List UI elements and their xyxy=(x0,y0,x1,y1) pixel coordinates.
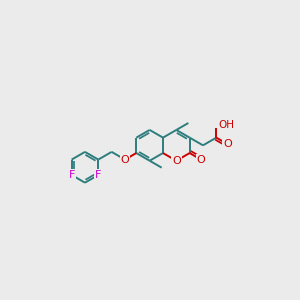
Text: F: F xyxy=(95,170,101,180)
Text: F: F xyxy=(68,170,75,180)
Text: O: O xyxy=(121,154,129,165)
Text: O: O xyxy=(196,154,206,165)
Text: O: O xyxy=(172,156,181,166)
Text: O: O xyxy=(223,139,232,149)
Text: OH: OH xyxy=(218,119,234,130)
